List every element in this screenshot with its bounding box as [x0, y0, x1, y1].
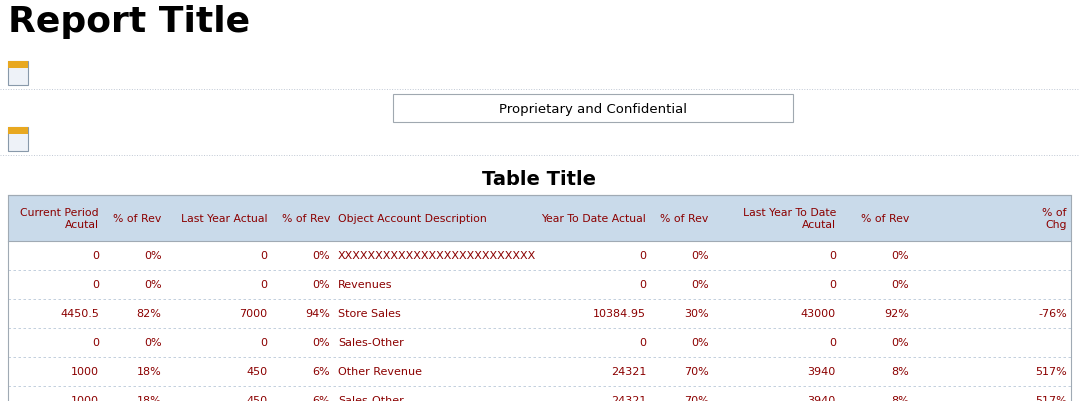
- Text: 10384.95: 10384.95: [593, 309, 646, 319]
- Text: Revenues: Revenues: [338, 280, 393, 290]
- Bar: [8, 357, 1071, 386]
- Text: % of
Chg: % of Chg: [1042, 208, 1067, 229]
- Text: Other Revenue: Other Revenue: [338, 367, 422, 377]
- Text: Last Year Actual: Last Year Actual: [181, 213, 268, 223]
- Bar: [393, 95, 793, 123]
- Bar: [8, 196, 1071, 401]
- Text: XXXXXXXXXXXXXXXXXXXXXXXXXX: XXXXXXXXXXXXXXXXXXXXXXXXXX: [338, 251, 536, 261]
- Text: Store Sales: Store Sales: [338, 309, 400, 319]
- Text: 0%: 0%: [144, 251, 162, 261]
- Text: 43000: 43000: [801, 309, 836, 319]
- Text: 0%: 0%: [312, 251, 330, 261]
- Text: 7000: 7000: [240, 309, 268, 319]
- Text: 3940: 3940: [808, 395, 836, 401]
- Text: 0%: 0%: [312, 280, 330, 290]
- Text: 30%: 30%: [684, 309, 709, 319]
- Text: 18%: 18%: [137, 367, 162, 377]
- Text: 3940: 3940: [808, 367, 836, 377]
- Text: 1000: 1000: [71, 367, 99, 377]
- Text: Proprietary and Confidential: Proprietary and Confidential: [498, 102, 687, 115]
- Text: Table Title: Table Title: [482, 170, 597, 188]
- Bar: [8, 62, 28, 86]
- Text: 8%: 8%: [891, 367, 910, 377]
- Text: 82%: 82%: [137, 309, 162, 319]
- Text: 517%: 517%: [1035, 395, 1067, 401]
- Text: % of Rev: % of Rev: [113, 213, 162, 223]
- Text: 18%: 18%: [137, 395, 162, 401]
- Text: 0%: 0%: [891, 280, 910, 290]
- Text: 0: 0: [829, 251, 836, 261]
- Bar: [8, 128, 28, 134]
- Text: 0: 0: [92, 251, 99, 261]
- Text: 0: 0: [829, 280, 836, 290]
- Text: 0: 0: [639, 280, 646, 290]
- Text: 6%: 6%: [312, 395, 330, 401]
- Text: 450: 450: [246, 395, 268, 401]
- Text: 0: 0: [639, 338, 646, 348]
- Text: 0: 0: [92, 338, 99, 348]
- Bar: [8, 328, 1071, 357]
- Text: % of Rev: % of Rev: [282, 213, 330, 223]
- Text: 0: 0: [639, 251, 646, 261]
- Text: 24321: 24321: [611, 395, 646, 401]
- Text: 0%: 0%: [691, 338, 709, 348]
- Bar: [8, 62, 28, 69]
- Text: 0: 0: [92, 280, 99, 290]
- Text: 450: 450: [246, 367, 268, 377]
- Bar: [8, 128, 28, 152]
- Bar: [8, 241, 1071, 270]
- Text: 94%: 94%: [305, 309, 330, 319]
- Bar: [8, 270, 1071, 299]
- Text: 0: 0: [260, 338, 268, 348]
- Text: 70%: 70%: [684, 395, 709, 401]
- Text: Sales-Other: Sales-Other: [338, 395, 404, 401]
- Text: 0: 0: [829, 338, 836, 348]
- Bar: [8, 299, 1071, 328]
- Text: 92%: 92%: [885, 309, 910, 319]
- Text: Last Year To Date
Acutal: Last Year To Date Acutal: [742, 208, 836, 229]
- Text: 0%: 0%: [312, 338, 330, 348]
- Text: Object Account Description: Object Account Description: [338, 213, 487, 223]
- Text: 0: 0: [260, 251, 268, 261]
- Text: 4450.5: 4450.5: [60, 309, 99, 319]
- Text: 1000: 1000: [71, 395, 99, 401]
- Text: 70%: 70%: [684, 367, 709, 377]
- Text: % of Rev: % of Rev: [861, 213, 910, 223]
- Text: 8%: 8%: [891, 395, 910, 401]
- Text: 0%: 0%: [691, 251, 709, 261]
- Text: Sales-Other: Sales-Other: [338, 338, 404, 348]
- Text: 24321: 24321: [611, 367, 646, 377]
- Text: Year To Date Actual: Year To Date Actual: [542, 213, 646, 223]
- Text: 0%: 0%: [144, 338, 162, 348]
- Text: 0: 0: [260, 280, 268, 290]
- Bar: [8, 196, 1071, 241]
- Text: Report Title: Report Title: [8, 5, 250, 39]
- Text: 6%: 6%: [312, 367, 330, 377]
- Text: 517%: 517%: [1035, 367, 1067, 377]
- Text: % of Rev: % of Rev: [660, 213, 709, 223]
- Text: 0%: 0%: [891, 251, 910, 261]
- Text: 0%: 0%: [891, 338, 910, 348]
- Text: -76%: -76%: [1038, 309, 1067, 319]
- Text: 0%: 0%: [691, 280, 709, 290]
- Text: Current Period
Acutal: Current Period Acutal: [21, 208, 99, 229]
- Text: 0%: 0%: [144, 280, 162, 290]
- Bar: [8, 386, 1071, 401]
